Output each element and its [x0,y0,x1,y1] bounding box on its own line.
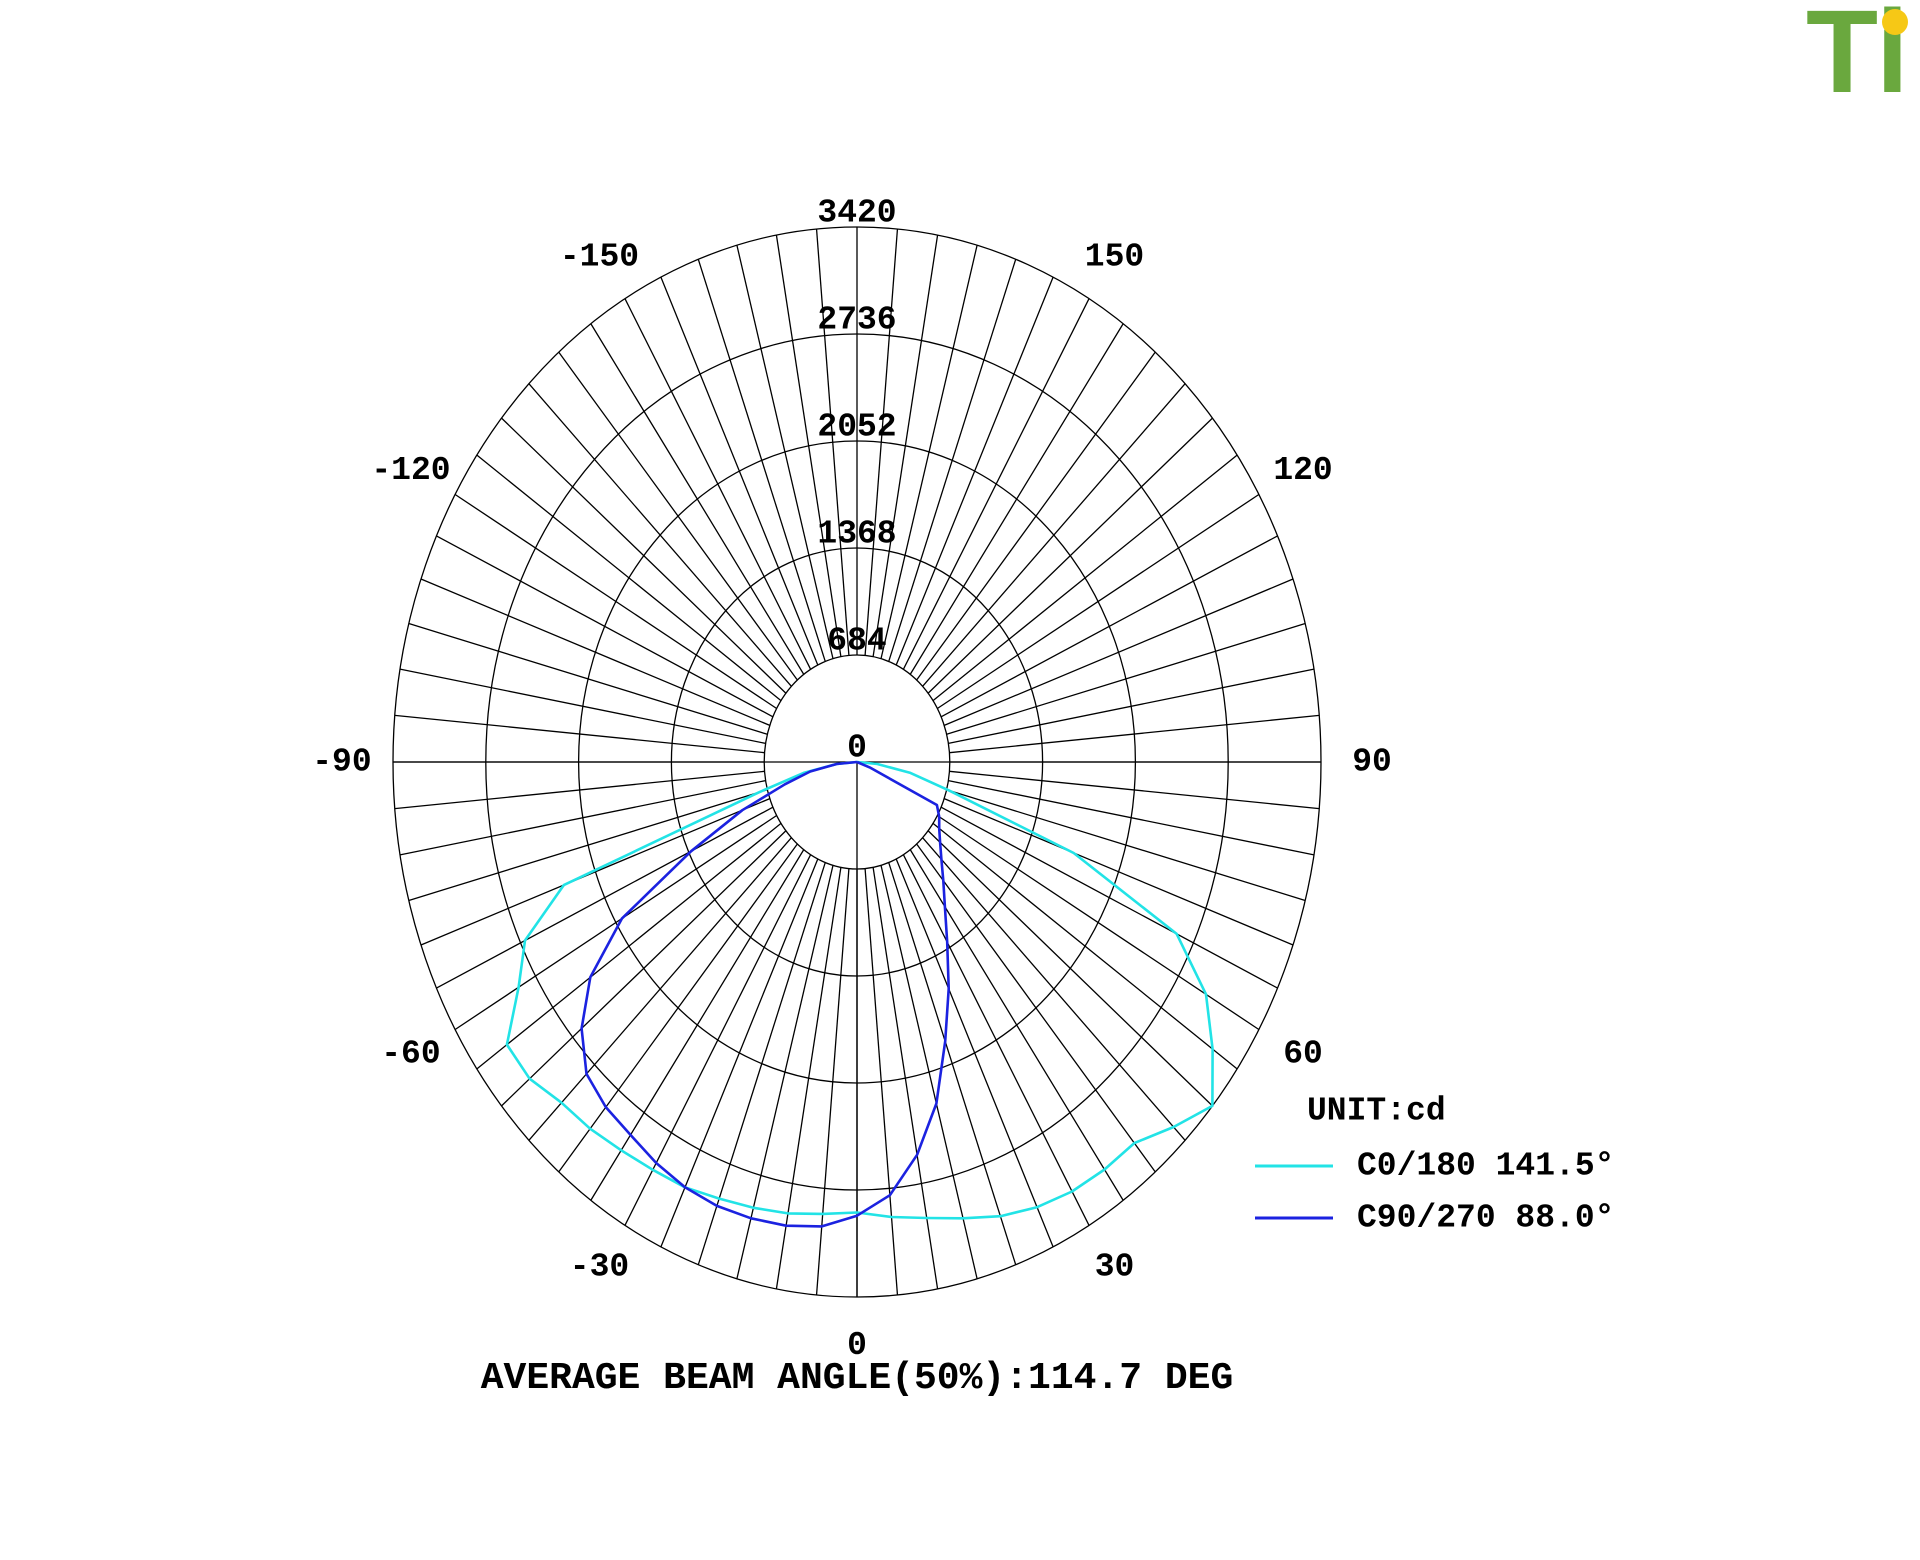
logo: Ti [1806,0,1909,118]
r-tick-label: 2052 [817,409,896,446]
angle-tick-label: 0 [847,1327,867,1364]
angle-tick-label: 30 [1095,1249,1135,1286]
angle-tick-label: -60 [381,1035,440,1072]
angle-tick-label: 150 [1085,239,1144,276]
unit-label: UNIT:cd [1307,1093,1446,1130]
logo-dot [1882,9,1908,35]
angle-tick-label: 90 [1352,744,1392,781]
intensity-curve [505,760,1214,1220]
r-tick-label: 684 [827,623,886,660]
angle-tick-label: 60 [1283,1035,1323,1072]
r-tick-label: 3420 [817,195,896,232]
r-tick-label: 1368 [817,516,896,553]
angle-tick-label: -90 [312,744,371,781]
angle-tick-label: -30 [570,1249,629,1286]
angle-tick-label: 120 [1273,452,1332,489]
r-tick-label: 0 [847,730,867,767]
r-tick-label: 2736 [817,302,896,339]
polar-chart: 0 684 1368 2052 2736 3420 0 30 60 90 120 150 -150 -12… [312,195,1614,1400]
legend-label: C90/270 88.0° [1357,1200,1614,1237]
footnote: AVERAGE BEAM ANGLE(50%):114.7 DEG [481,1357,1234,1400]
angle-tick-label: -150 [560,239,639,276]
intensity-curve [580,760,950,1228]
legend-label: C0/180 141.5° [1357,1148,1614,1185]
angle-tick-label: -120 [371,452,450,489]
